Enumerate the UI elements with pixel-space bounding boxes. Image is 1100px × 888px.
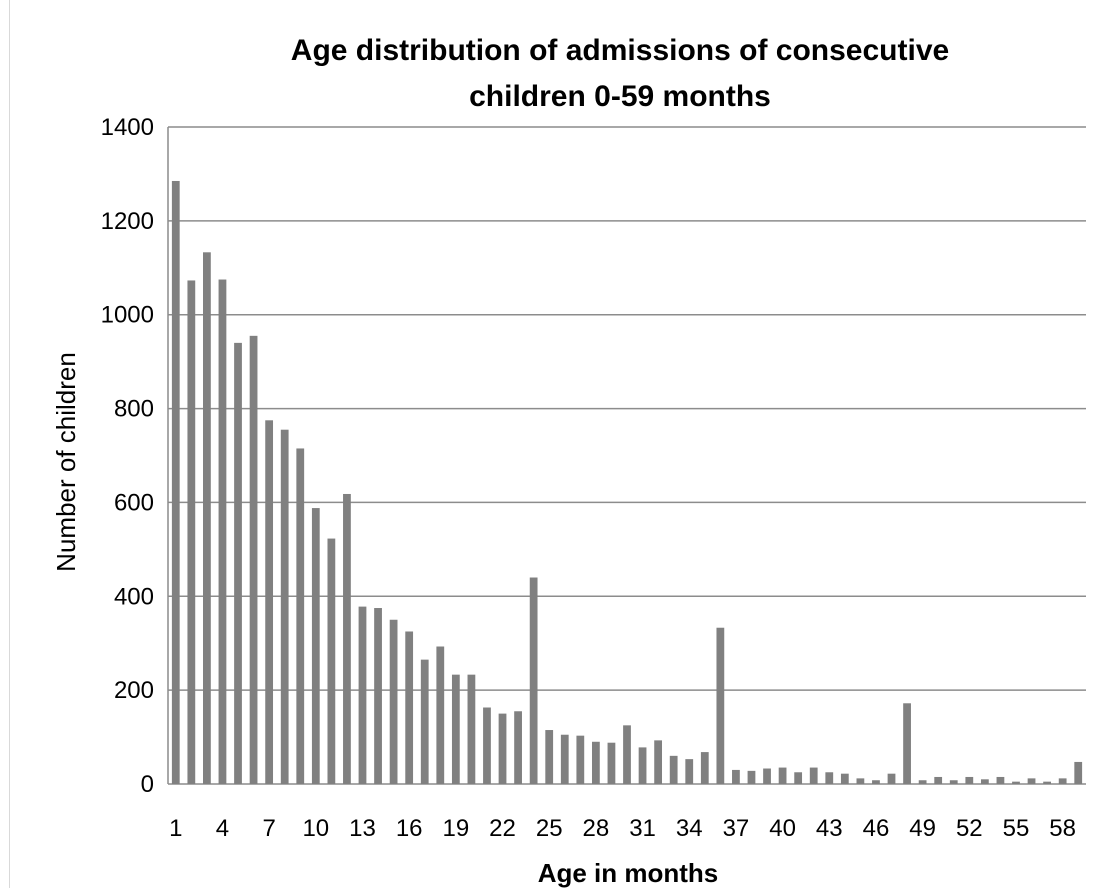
bar-age-57 <box>1043 781 1051 784</box>
bar-age-33 <box>669 755 678 784</box>
x-tick-label: 37 <box>723 815 750 842</box>
x-tick-label: 31 <box>629 815 656 842</box>
bar-age-26 <box>560 734 569 784</box>
bar-age-31 <box>638 747 647 784</box>
bar-age-50 <box>934 776 943 784</box>
y-tick-labels: 0 200 400 600 800 1000 1200 1400 <box>101 114 154 798</box>
bar-age-46 <box>872 780 880 784</box>
bar-age-43 <box>825 772 834 784</box>
x-tick-label: 43 <box>816 815 843 842</box>
bar-age-27 <box>576 735 585 784</box>
bar-age-54 <box>996 776 1005 784</box>
x-tick-label: 10 <box>302 815 329 842</box>
bar-age-4 <box>218 279 227 784</box>
y-tick-label: 1200 <box>101 208 154 235</box>
bar-age-41 <box>794 772 803 784</box>
bar-age-56 <box>1027 778 1036 784</box>
x-tick-label: 19 <box>442 815 469 842</box>
bar-age-58 <box>1058 778 1067 784</box>
bar-age-48 <box>903 703 911 784</box>
x-tick-label: 7 <box>262 815 275 842</box>
y-tick-label: 400 <box>114 583 154 610</box>
y-tick-label: 0 <box>141 771 154 798</box>
chart-frame <box>9 0 1098 888</box>
x-tick-label: 4 <box>216 815 229 842</box>
bar-age-3 <box>203 252 211 784</box>
bar-age-35 <box>700 752 709 784</box>
bars <box>171 180 1083 785</box>
bar-age-47 <box>887 773 896 784</box>
bar-age-12 <box>343 493 351 784</box>
bar-age-49 <box>918 780 927 784</box>
bar-age-38 <box>747 770 756 784</box>
x-tick-labels: 1 4 7 10 13 16 19 22 25 28 31 34 37 40 43 46 49 52 55 58 <box>169 815 1076 842</box>
y-tick-label: 600 <box>114 489 154 516</box>
bar-age-55 <box>1012 781 1020 784</box>
x-tick-label: 55 <box>1003 815 1030 842</box>
x-tick-label: 22 <box>489 815 516 842</box>
bar-age-9 <box>296 448 305 784</box>
bar-age-32 <box>654 740 663 784</box>
bar-age-25 <box>545 730 554 784</box>
bar-age-18 <box>436 646 445 784</box>
bar-age-29 <box>607 742 616 784</box>
bar-age-20 <box>467 674 476 784</box>
x-tick-label: 34 <box>676 815 703 842</box>
x-tick-label: 58 <box>1049 815 1076 842</box>
bar-age-17 <box>420 659 429 784</box>
x-tick-label: 52 <box>956 815 983 842</box>
bar-age-2 <box>187 280 196 784</box>
y-tick-label: 200 <box>114 677 154 704</box>
bar-age-6 <box>249 335 258 784</box>
bar-age-52 <box>965 776 974 784</box>
x-tick-label: 13 <box>349 815 376 842</box>
bar-age-30 <box>623 725 631 784</box>
bar-age-22 <box>498 713 507 784</box>
bar-age-28 <box>591 741 600 784</box>
bar-age-5 <box>234 342 242 784</box>
x-axis-title: Age in months <box>538 858 719 888</box>
bar-age-11 <box>327 538 336 784</box>
bar-age-8 <box>280 429 289 784</box>
x-tick-label: 28 <box>583 815 610 842</box>
bar-age-36 <box>716 627 725 784</box>
y-tick-label: 1000 <box>101 302 154 329</box>
bar-age-40 <box>778 767 787 784</box>
bar-age-23 <box>514 711 522 784</box>
x-tick-label: 1 <box>169 815 182 842</box>
gridlines <box>167 126 1086 785</box>
bar-age-34 <box>685 759 694 784</box>
y-tick-label: 800 <box>114 396 154 423</box>
bar-age-24 <box>529 577 538 784</box>
bar-age-45 <box>856 778 865 784</box>
bar-age-42 <box>809 767 818 784</box>
bar-age-21 <box>483 707 491 784</box>
bar-age-19 <box>451 674 460 784</box>
y-axis-title: Number of children <box>51 352 81 572</box>
bar-age-10 <box>311 508 320 784</box>
bar-age-51 <box>949 780 958 784</box>
bar-age-7 <box>265 420 274 784</box>
x-tick-label: 40 <box>769 815 796 842</box>
bar-age-44 <box>840 773 849 784</box>
bar-age-53 <box>980 779 989 784</box>
x-tick-label: 16 <box>396 815 423 842</box>
y-tick-label: 1400 <box>101 114 154 141</box>
x-tick-label: 49 <box>909 815 936 842</box>
chart-title-line1: Age distribution of admissions of consec… <box>290 34 950 67</box>
chart-title-line2: children 0-59 months <box>469 80 771 113</box>
bar-age-13 <box>358 606 367 784</box>
bar-age-14 <box>374 608 382 784</box>
bar-age-1 <box>171 180 180 785</box>
bar-age-39 <box>763 768 771 784</box>
bar-age-15 <box>389 619 398 784</box>
bar-age-37 <box>732 769 740 784</box>
bar-age-59 <box>1074 761 1083 784</box>
bar-age-16 <box>405 631 414 784</box>
x-tick-label: 46 <box>863 815 890 842</box>
x-tick-label: 25 <box>536 815 563 842</box>
